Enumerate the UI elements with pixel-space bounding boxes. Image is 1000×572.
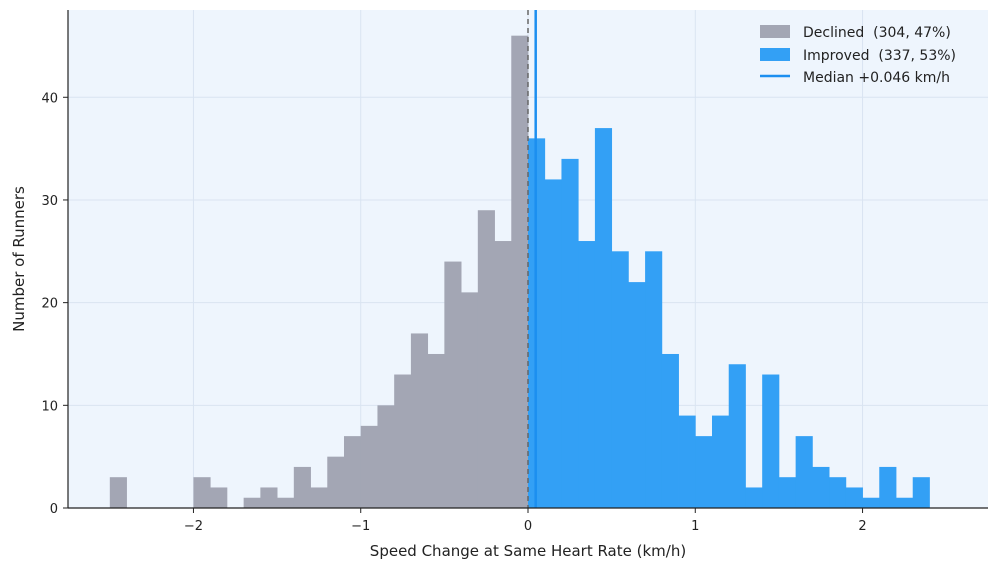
legend-swatch-improved [760,48,790,61]
bar-declined [427,353,445,508]
bar-improved [845,487,863,508]
x-tick-label: 2 [858,519,866,534]
bar-improved [661,353,679,508]
bar-declined [327,456,345,508]
bar-declined [494,241,512,508]
bar-declined [193,477,211,508]
bar-declined [444,261,462,508]
y-axis-label: Number of Runners [10,186,28,332]
bar-declined [344,436,362,508]
bar-improved [578,241,596,508]
bar-declined [410,333,429,508]
y-tick-label: 40 [41,91,58,106]
y-tick-label: 30 [41,194,58,209]
legend-label-declined: Declined (304, 47%) [803,25,951,41]
y-ticks: 0 10 20 30 40 [41,91,68,517]
x-axis-label: Speed Change at Same Heart Rate (km/h) [370,542,686,560]
bar-declined [377,405,395,508]
bar-declined [394,374,412,508]
legend-label-improved: Improved (337, 53%) [803,48,956,64]
bar-improved [561,158,579,508]
bar-improved [728,364,746,508]
bar-declined [511,35,529,508]
legend-label-median: Median +0.046 km/h [803,70,950,86]
bar-improved [762,374,780,508]
x-tick-label: 0 [524,519,532,534]
bar-improved [912,477,930,508]
x-tick-label: −1 [351,519,370,534]
x-ticks: −2 −1 0 1 2 [184,508,867,534]
bar-improved [795,436,813,508]
bar-improved [611,251,629,509]
bar-improved [544,179,562,509]
bar-improved [645,251,663,509]
bar-improved [628,282,646,508]
bar-declined [360,425,378,508]
bar-improved [778,477,797,508]
bar-improved [594,128,613,509]
histogram-bars [109,35,930,509]
legend: Declined (304, 47%) Improved (337, 53%) … [760,25,956,86]
bar-declined [109,477,127,508]
bar-improved [678,415,696,508]
bar-declined [210,487,228,508]
bar-declined [477,210,495,508]
bar-improved [862,497,880,508]
bar-improved [712,415,730,508]
bar-improved [695,436,713,508]
bar-declined [293,466,311,508]
bar-improved [879,466,897,508]
bar-improved [896,497,914,508]
bar-declined [243,497,261,508]
y-tick-label: 0 [50,502,58,517]
x-tick-label: 1 [691,519,699,534]
legend-swatch-declined [760,25,790,38]
bar-improved [745,487,763,508]
bar-declined [310,487,328,508]
bar-declined [461,292,479,508]
bar-declined [277,497,295,508]
reference-lines [527,10,537,508]
bar-improved [829,477,847,508]
x-tick-label: −2 [184,519,203,534]
bar-declined [260,487,278,508]
bar-improved [812,466,830,508]
y-tick-label: 10 [41,399,58,414]
y-tick-label: 20 [41,297,58,312]
